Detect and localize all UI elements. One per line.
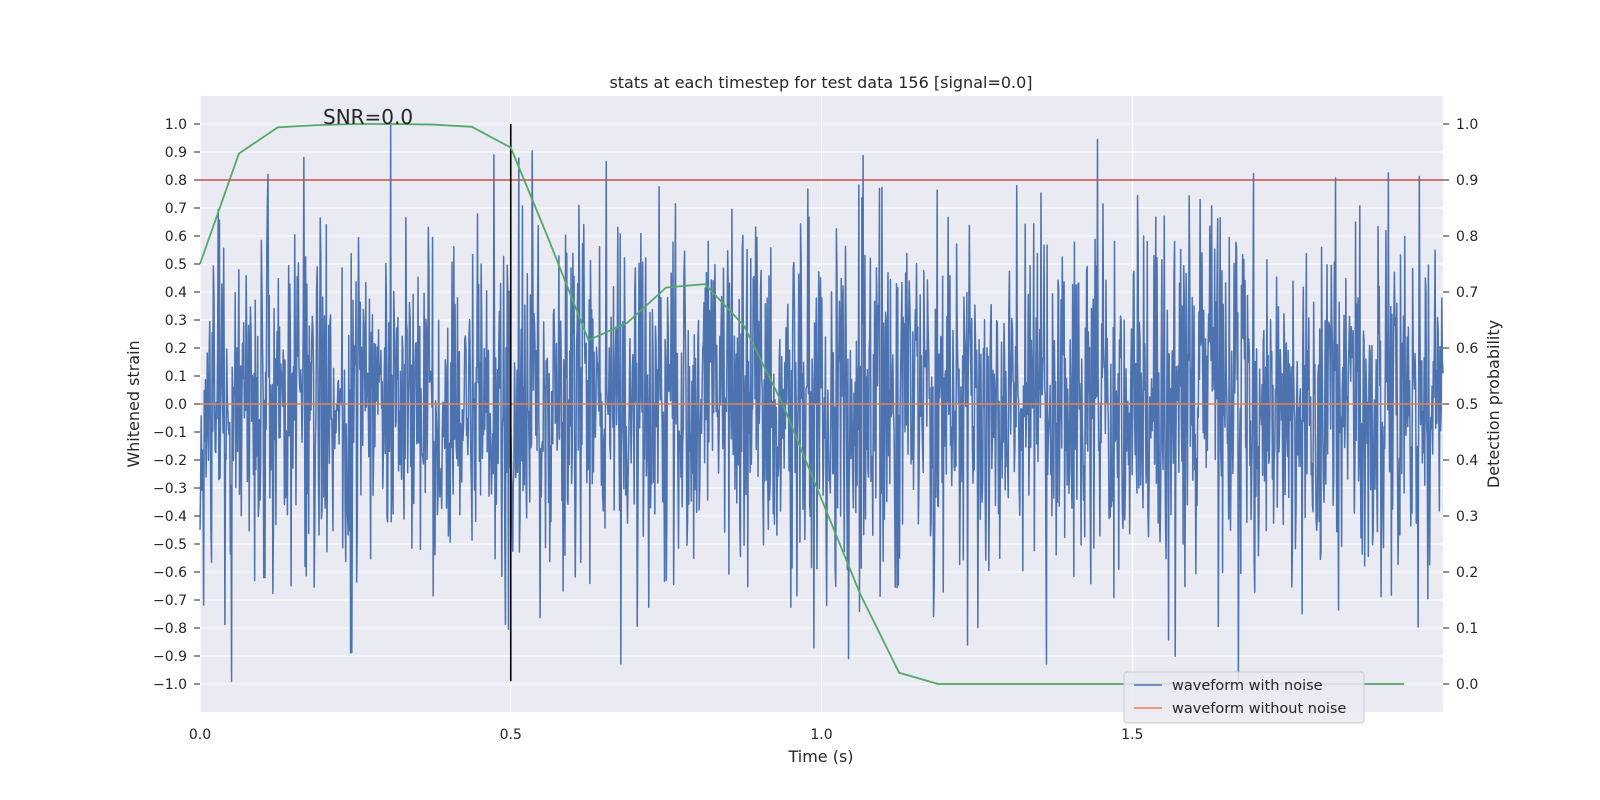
y-left-tick-label: 1.0 — [165, 117, 187, 133]
legend-box — [1123, 671, 1365, 724]
y-right-tick-label: 0.0 — [1456, 677, 1478, 693]
y-right-tick-label: 0.4 — [1456, 453, 1478, 469]
y-axis-label-left: Whitened strain — [124, 340, 143, 467]
y-right-tick-label: 0.5 — [1456, 397, 1478, 413]
y-left-tick-label: 0.8 — [165, 173, 187, 189]
y-right-tick-label: 0.2 — [1456, 565, 1478, 581]
y-right-tick-label: 0.3 — [1456, 509, 1478, 525]
y-right-tick-label: 1.0 — [1456, 117, 1478, 133]
y-left-tick-label: −0.2 — [153, 453, 187, 469]
y-right-tick-label: 0.1 — [1456, 621, 1478, 637]
chart-title: stats at each timestep for test data 156… — [609, 73, 1032, 92]
x-axis-label: Time (s) — [787, 747, 853, 766]
y-left-tick-label: −0.4 — [153, 509, 187, 525]
y-left-tick-label: −0.6 — [153, 565, 187, 581]
y-right-tick-label: 0.9 — [1456, 173, 1478, 189]
y-left-tick-label: −0.5 — [153, 537, 187, 553]
y-right-tick-label: 0.7 — [1456, 285, 1478, 301]
legend-label-with-noise: waveform with noise — [1172, 678, 1323, 694]
y-left-tick-label: 0.2 — [165, 341, 187, 357]
legend: waveform with noise waveform without noi… — [1123, 671, 1365, 724]
y-left-tick-label: 0.9 — [165, 145, 187, 161]
ticks-layer: 0.0 0.5 1.0 1.5 1.0 0.9 0.8 0.7 0.6 0.5 0.4 0.3 0.2 0… — [153, 117, 1478, 743]
y-left-tick-label: −0.8 — [153, 621, 187, 637]
y-left-tick-label: 0.5 — [165, 257, 187, 273]
series-waveform-with-noise — [199, 123, 1444, 682]
y-left-tick-label: 0.4 — [165, 285, 187, 301]
x-tick-label: 0.5 — [500, 727, 522, 743]
y-left-tick-label: −0.9 — [153, 649, 187, 665]
y-left-tick-label: −0.3 — [153, 481, 187, 497]
y-left-tick-label: 0.6 — [165, 229, 187, 245]
y-axis-label-right: Detection probability — [1484, 320, 1503, 488]
y-left-tick-label: 0.3 — [165, 313, 187, 329]
x-tick-label: 1.5 — [1121, 727, 1143, 743]
legend-label-without-noise: waveform without noise — [1172, 701, 1346, 717]
y-right-tick-label: 0.6 — [1456, 341, 1478, 357]
snr-annotation: SNR=0.0 — [323, 105, 413, 129]
y-right-tick-label: 0.8 — [1456, 229, 1478, 245]
x-tick-label: 0.0 — [189, 727, 211, 743]
y-left-tick-label: 0.7 — [165, 201, 187, 217]
y-left-tick-label: −0.1 — [153, 425, 187, 441]
x-tick-label: 1.0 — [810, 727, 832, 743]
y-left-tick-label: 0.1 — [165, 369, 187, 385]
y-left-tick-label: −1.0 — [153, 677, 187, 693]
y-left-tick-label: 0.0 — [165, 397, 187, 413]
y-left-tick-label: −0.7 — [153, 593, 187, 609]
